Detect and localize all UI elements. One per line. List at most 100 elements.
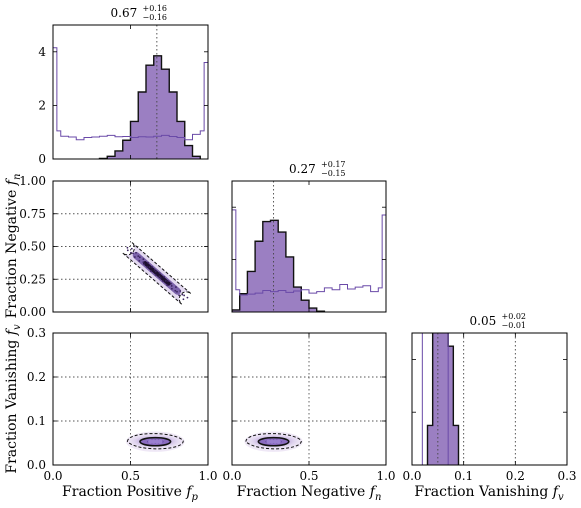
scatter-point	[138, 260, 141, 262]
x-tick-label: 0.0	[402, 469, 421, 483]
y-tick-label: 0.0	[27, 458, 46, 472]
x-tick-label: 0.0	[43, 469, 62, 483]
scatter-point	[150, 270, 152, 273]
panel-fp-vs-fp: 0 2 4 0.67 +0.16−0.16	[38, 4, 209, 166]
scatter-point	[183, 294, 186, 297]
x-tick-label: 0.2	[506, 469, 525, 483]
scatter-point	[170, 282, 172, 285]
axis-label-subscript: n	[12, 174, 23, 180]
y-tick-label: 0.00	[19, 305, 46, 319]
param-title-plus: +0.17	[321, 160, 346, 169]
param-title-minus: −0.01	[502, 321, 527, 330]
scatter-point	[179, 290, 182, 292]
scatter-point	[166, 284, 169, 287]
posterior-hist-edge	[232, 219, 326, 312]
scatter-point	[142, 261, 145, 264]
scatter-point	[186, 296, 189, 299]
x-axis-label-fn: Fraction Negative fn	[237, 484, 382, 503]
scatter-point	[154, 439, 160, 444]
scatter-point	[170, 285, 173, 287]
scatter-point	[148, 439, 153, 444]
scatter-point	[159, 277, 162, 279]
scatter-point	[142, 258, 145, 261]
panel-fv-vs-fp: 0.0 0.1 0.2 0.3 0.0 0.5 1.0	[27, 326, 218, 483]
axis-label-symbol: f	[4, 177, 20, 186]
scatter-point	[130, 251, 132, 254]
prior-hist-line	[232, 209, 386, 312]
axis-label-symbol: f	[4, 327, 20, 336]
x-tick-label: 0.3	[557, 469, 576, 483]
posterior-hist-fill	[232, 220, 325, 312]
scatter-point	[154, 270, 157, 273]
param-title-fv: 0.05	[470, 314, 497, 328]
scatter-point	[175, 286, 177, 288]
y-tick-label: 0.2	[27, 370, 46, 384]
histogram-area	[232, 181, 386, 312]
y-axis-label-fv: Fraction Vanishing fv	[4, 324, 23, 474]
x-tick-label: 0.1	[454, 469, 473, 483]
axis-label-symbol: f	[552, 484, 561, 500]
scatter-point	[269, 439, 275, 444]
diag-y-tick-label: 4	[38, 45, 46, 59]
scatter-point	[164, 279, 167, 282]
scatter-point	[146, 265, 148, 268]
y-tick-label: 0.25	[19, 272, 46, 286]
posterior-hist-edge	[98, 55, 201, 159]
scatter-point	[162, 280, 164, 282]
axis-label-subscript: v	[12, 324, 23, 330]
scatter-point	[126, 246, 129, 249]
y-tick-label: 0.1	[27, 414, 46, 428]
scatter-point	[176, 290, 178, 293]
y-tick-label: 0.75	[19, 207, 46, 221]
x-tick-label: 1.0	[376, 469, 395, 483]
scatter-point	[126, 249, 129, 252]
scatter-point	[178, 294, 181, 297]
scatter-point	[158, 439, 163, 444]
axis-label-symbol: f	[185, 484, 194, 500]
scatter-point	[266, 439, 271, 444]
param-title-minus: −0.15	[321, 169, 346, 178]
x-tick-label: 0.0	[222, 469, 241, 483]
posterior-hist-fill	[427, 333, 459, 465]
scatter-point	[181, 293, 184, 296]
x-axis-label-fp: Fraction Positive fp	[62, 484, 198, 503]
axis-label-subscript: p	[192, 492, 199, 503]
panel-fv-vs-fn: 0.0 0.5 1.0	[222, 332, 396, 483]
histogram-area	[53, 25, 208, 159]
panel-fv-vs-fv: 0.05 +0.02−0.01 0.0 0.1 0.2 0.3	[402, 312, 576, 483]
y-axis-label-fn: Fraction Negative fn	[4, 174, 23, 319]
posterior-hist-fill	[99, 55, 201, 159]
scatter-point	[133, 256, 136, 258]
scatter-point	[167, 280, 170, 283]
scatter-point	[170, 287, 173, 290]
scatter-point	[158, 275, 161, 278]
scatter-point	[273, 439, 278, 444]
axis-label-text: Fraction Vanishing	[4, 335, 20, 473]
histogram-area	[421, 333, 516, 465]
x-axis-label-fv: Fraction Vanishing fv	[414, 484, 564, 503]
axis-label-text: Fraction Vanishing	[414, 484, 552, 500]
panels-layer: 0 2 4 0.67 +0.16−0.16 0.00 0.25 0.50 0.75 1.00 0.2…	[4, 4, 577, 503]
posterior-hist-edge	[426, 333, 460, 465]
x-tick-label: 0.5	[299, 469, 318, 483]
axis-label-subscript: n	[375, 492, 381, 503]
param-title-plus: +0.02	[502, 312, 527, 321]
scatter-point	[154, 273, 157, 276]
axis-label-subscript: v	[558, 492, 564, 503]
param-title-plus: +0.16	[143, 4, 168, 13]
x-tick-label: 1.0	[198, 469, 217, 483]
axis-label-symbol: f	[369, 484, 378, 500]
scatter-point	[143, 263, 146, 266]
scatter-point	[276, 439, 281, 444]
axis-label-text: Fraction Positive	[62, 484, 186, 500]
scatter-point	[151, 439, 156, 444]
scatter-point	[132, 252, 134, 255]
diag-y-tick-label: 0	[38, 152, 46, 166]
scatter-point	[153, 269, 156, 271]
y-tick-label: 0.3	[27, 326, 46, 340]
diag-y-tick-label: 2	[38, 98, 46, 112]
scatter-point	[151, 266, 153, 268]
param-title-minus: −0.16	[143, 13, 168, 22]
x-tick-label: 0.5	[121, 469, 140, 483]
